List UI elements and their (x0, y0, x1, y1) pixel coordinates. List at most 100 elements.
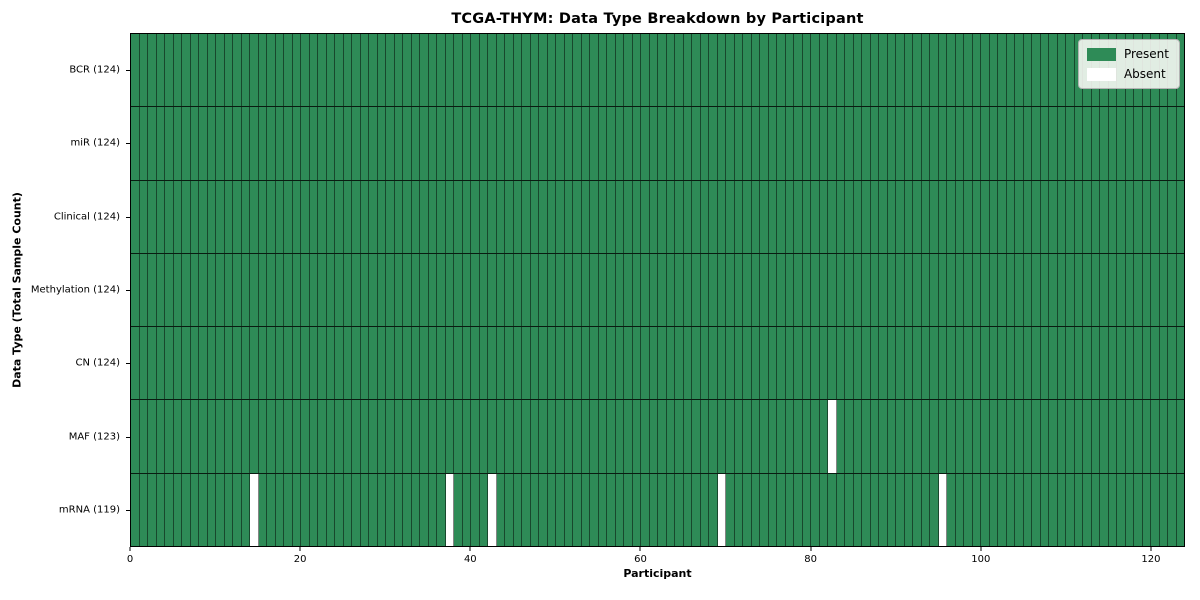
present-cell (692, 473, 701, 546)
present-cell (913, 180, 922, 253)
present-cell (811, 473, 820, 546)
present-cell (887, 327, 896, 400)
present-cell (1125, 253, 1134, 327)
present-cell (369, 34, 378, 107)
present-cell (224, 253, 233, 327)
present-cell (165, 253, 174, 327)
present-cell (896, 253, 905, 327)
present-cell (335, 253, 344, 327)
present-cell (811, 180, 820, 253)
present-cell (1108, 253, 1117, 327)
present-cell (972, 473, 981, 546)
present-cell (734, 253, 743, 327)
present-cell (862, 327, 871, 400)
present-cell (590, 180, 599, 253)
present-cell (947, 180, 956, 253)
data-type-row (131, 473, 1184, 546)
present-cell (998, 180, 1007, 253)
present-cell (862, 400, 871, 473)
present-cell (139, 107, 148, 180)
legend-entry: Absent (1086, 67, 1169, 81)
present-cell (1151, 473, 1160, 546)
present-cell (666, 180, 675, 253)
present-cell (981, 253, 990, 327)
present-cell (131, 107, 140, 180)
present-cell (768, 180, 777, 253)
present-cell (318, 253, 327, 327)
present-cell (598, 107, 607, 180)
present-cell (590, 107, 599, 180)
present-cell (233, 473, 242, 546)
present-cell (216, 327, 225, 400)
present-cell (649, 180, 658, 253)
present-cell (182, 253, 191, 327)
present-cell (564, 107, 573, 180)
present-cell (471, 107, 480, 180)
present-cell (148, 327, 157, 400)
present-cell (360, 473, 369, 546)
present-cell (743, 107, 752, 180)
present-cell (428, 400, 437, 473)
present-cell (547, 400, 556, 473)
present-cell (1108, 400, 1117, 473)
present-cell (811, 253, 820, 327)
present-cell (505, 180, 514, 253)
present-cell (964, 107, 973, 180)
present-cell (1100, 180, 1109, 253)
present-cell (751, 400, 760, 473)
present-cell (590, 473, 599, 546)
present-cell (1091, 253, 1100, 327)
present-cell (896, 180, 905, 253)
present-cell (1125, 107, 1134, 180)
present-cell (624, 180, 633, 253)
present-cell (607, 253, 616, 327)
present-cell (267, 253, 276, 327)
present-cell (1023, 180, 1032, 253)
present-cell (411, 400, 420, 473)
present-cell (845, 180, 854, 253)
present-cell (1083, 327, 1092, 400)
present-cell (785, 34, 794, 107)
present-cell (768, 327, 777, 400)
x-tick-mark (129, 547, 131, 551)
present-cell (836, 253, 845, 327)
present-cell (250, 253, 259, 327)
y-tick-mark (126, 290, 130, 291)
present-cell (437, 107, 446, 180)
present-cell (641, 34, 650, 107)
present-cell (692, 327, 701, 400)
present-cell (692, 107, 701, 180)
present-cell (1032, 180, 1041, 253)
present-cell (862, 107, 871, 180)
present-cell (513, 180, 522, 253)
present-cell (1074, 180, 1083, 253)
present-cell (233, 34, 242, 107)
present-cell (522, 400, 531, 473)
present-cell (879, 34, 888, 107)
present-cell (802, 473, 811, 546)
present-cell (1057, 34, 1066, 107)
present-cell (190, 107, 199, 180)
present-cell (896, 327, 905, 400)
present-cell (437, 327, 446, 400)
present-cell (377, 34, 386, 107)
present-cell (862, 253, 871, 327)
present-cell (828, 473, 837, 546)
x-axis: 0 20 40 60 80 100 120 (127, 547, 1185, 579)
present-cell (139, 253, 148, 327)
present-cell (751, 473, 760, 546)
present-cell (403, 327, 412, 400)
present-cell (190, 327, 199, 400)
present-cell (853, 180, 862, 253)
present-cell (564, 473, 573, 546)
present-cell (1117, 400, 1126, 473)
data-type-row (131, 180, 1184, 254)
present-cell (1134, 400, 1143, 473)
present-cell (1040, 400, 1049, 473)
present-cell (411, 253, 420, 327)
present-cell (989, 253, 998, 327)
y-axis: BCR (124) miR (124) Clinical (124) Methylat… (0, 33, 130, 547)
present-cell (1015, 107, 1024, 180)
present-cell (1074, 400, 1083, 473)
present-cell (904, 107, 913, 180)
